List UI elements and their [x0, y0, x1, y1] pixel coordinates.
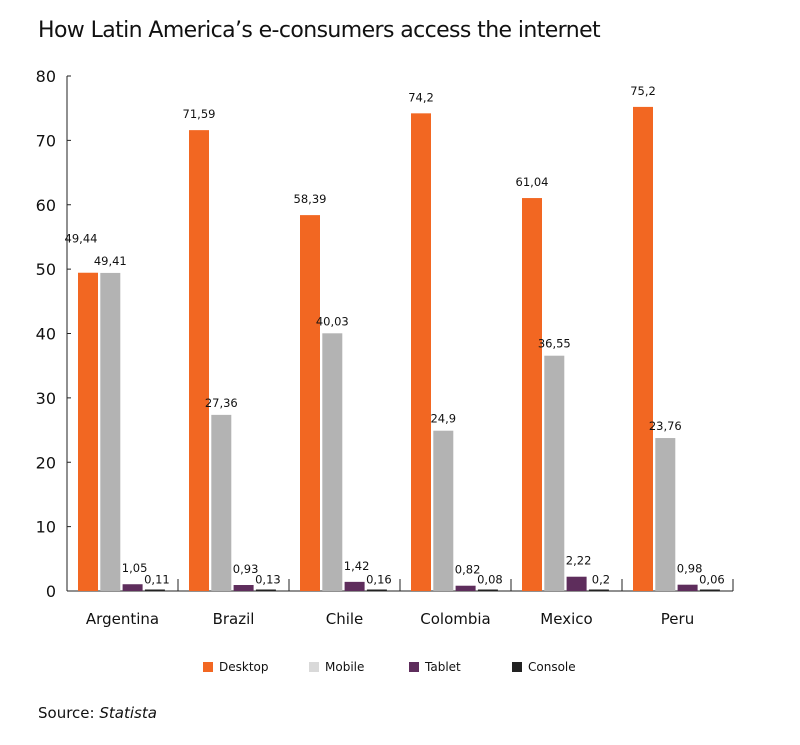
legend: Desktop Mobile Tablet Console — [0, 660, 800, 680]
bar-mobile-peru — [655, 438, 676, 591]
x-tick-label: Argentina — [86, 610, 159, 628]
legend-label-mobile: Mobile — [325, 660, 365, 674]
bar-desktop-peru — [633, 106, 653, 592]
data-label-desktop: 58,39 — [294, 192, 327, 206]
bar-mobile-colombia — [433, 430, 454, 591]
bar-tablet-mexico — [566, 576, 587, 591]
bar-console-brazil — [255, 589, 276, 591]
legend-swatch-tablet — [409, 662, 419, 672]
data-label-tablet: 1,05 — [122, 561, 148, 575]
data-label-desktop: 61,04 — [516, 175, 549, 189]
legend-swatch-desktop — [203, 662, 213, 672]
data-label-tablet: 2,22 — [566, 554, 592, 568]
bar-console-peru — [699, 589, 720, 591]
x-tick-label: Peru — [661, 610, 694, 628]
data-label-desktop: 74,2 — [408, 90, 434, 104]
bar-chart: 0 10 20 30 40 50 60 70 80 49,44 49,41 1,050,11 Argen… — [36, 67, 734, 628]
y-tick-label: 40 — [36, 325, 56, 344]
x-tick-label: Mexico — [540, 610, 592, 628]
data-label-mobile: 24,9 — [430, 412, 456, 426]
bar-tablet-colombia — [455, 585, 476, 591]
source-value: Statista — [99, 704, 157, 722]
legend-swatch-console — [512, 662, 522, 672]
bar-console-chile — [366, 589, 387, 591]
legend-item-console: Console — [512, 660, 576, 674]
bar-desktop-colombia — [411, 113, 431, 592]
source-label: Source: — [38, 704, 95, 722]
y-tick-label: 60 — [36, 196, 56, 215]
legend-label-tablet: Tablet — [425, 660, 461, 674]
y-tick-label: 30 — [36, 389, 56, 408]
y-tick-label: 10 — [36, 518, 56, 537]
data-label-mobile: 27,36 — [205, 396, 238, 410]
bar-tablet-argentina — [122, 584, 143, 591]
data-label-desktop: 49,44 — [65, 232, 98, 246]
legend-item-tablet: Tablet — [409, 660, 461, 674]
legend-item-mobile: Mobile — [309, 660, 364, 674]
bar-mobile-argentina — [100, 272, 121, 591]
bar-tablet-chile — [344, 581, 365, 591]
data-label-console: 0,06 — [699, 573, 725, 587]
source-note: Source: Statista — [38, 704, 157, 722]
data-label-mobile: 36,55 — [538, 337, 571, 351]
data-label-tablet: 0,98 — [677, 562, 703, 576]
data-label-mobile: 49,41 — [94, 254, 127, 268]
y-tick-label: 20 — [36, 453, 56, 472]
bar-mobile-chile — [322, 333, 343, 591]
bar-desktop-chile — [300, 215, 320, 591]
chart-title: How Latin America’s e-consumers access t… — [38, 18, 601, 43]
bar-mobile-brazil — [211, 414, 232, 591]
data-label-console: 0,11 — [144, 573, 170, 587]
bar-desktop-argentina — [78, 272, 98, 591]
data-label-tablet: 0,82 — [455, 563, 481, 577]
bar-console-mexico — [588, 589, 609, 591]
x-tick-label: Brazil — [213, 610, 255, 628]
data-label-tablet: 0,93 — [233, 562, 259, 576]
data-label-console: 0,08 — [477, 573, 503, 587]
legend-label-console: Console — [528, 660, 576, 674]
x-tick-label: Colombia — [420, 610, 491, 628]
data-label-mobile: 40,03 — [316, 314, 349, 328]
bar-desktop-mexico — [522, 198, 542, 591]
y-tick-label: 50 — [36, 260, 56, 279]
legend-label-desktop: Desktop — [219, 660, 269, 674]
y-tick-label: 70 — [36, 131, 56, 150]
y-tick-label: 0 — [46, 582, 56, 601]
bar-mobile-mexico — [544, 355, 565, 591]
legend-item-desktop: Desktop — [203, 660, 269, 674]
x-tick-label: Chile — [326, 610, 364, 628]
data-label-tablet: 1,42 — [344, 559, 370, 573]
bar-tablet-brazil — [233, 585, 254, 591]
bar-tablet-peru — [677, 584, 698, 591]
data-label-desktop: 71,59 — [183, 107, 216, 121]
legend-swatch-mobile — [309, 662, 319, 672]
bar-desktop-brazil — [189, 130, 209, 591]
y-tick-label: 80 — [36, 67, 56, 86]
data-label-console: 0,2 — [592, 573, 610, 587]
bar-console-colombia — [477, 589, 498, 591]
data-label-console: 0,13 — [255, 573, 281, 587]
data-label-console: 0,16 — [366, 573, 392, 587]
data-label-mobile: 23,76 — [649, 419, 682, 433]
data-label-desktop: 75,2 — [630, 84, 656, 98]
bar-console-argentina — [144, 589, 165, 591]
